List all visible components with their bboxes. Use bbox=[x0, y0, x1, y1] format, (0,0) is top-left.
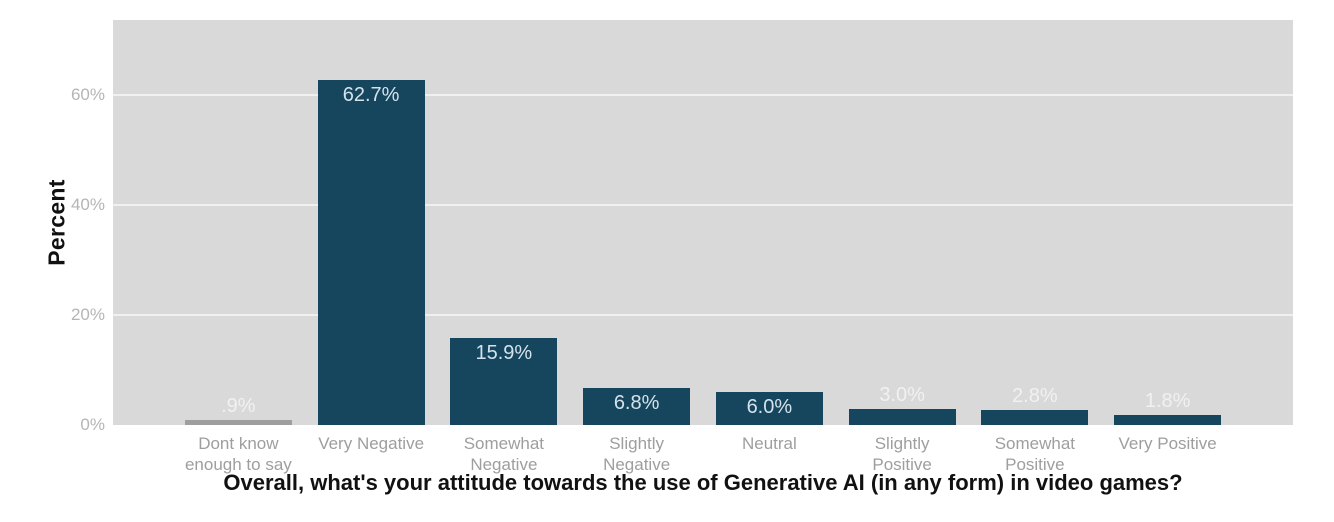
bar-5: 6.0% bbox=[715, 391, 823, 425]
category-label-1: Dont know enough to say bbox=[184, 434, 292, 475]
category-label-8: Very Positive bbox=[1118, 434, 1217, 453]
bar-band: 1.8% bbox=[1101, 20, 1234, 425]
bar-8: 1.8% bbox=[1114, 390, 1222, 425]
plot-area: .9% 62.7% 15.9% 6.8% 6.0% 3.0% 2.8% 1.8% bbox=[113, 20, 1293, 425]
bar-band: 6.8% bbox=[570, 20, 703, 425]
y-tick-label-60: 60% bbox=[70, 84, 105, 104]
category-label-5: Neutral bbox=[741, 434, 797, 453]
bar-1: .9% bbox=[184, 395, 292, 425]
bar-value-label: 1.8% bbox=[1144, 390, 1191, 413]
y-tick-label-0: 0% bbox=[80, 415, 105, 434]
bar-band: 62.7% bbox=[305, 20, 438, 425]
category-label-4: Slightly Negative bbox=[603, 434, 671, 475]
bar-value-label: 3.0% bbox=[879, 383, 925, 406]
bar-band: 2.8% bbox=[969, 20, 1102, 425]
bar-value-label: 6.8% bbox=[613, 391, 660, 414]
category-label-3: Somewhat Negative bbox=[463, 434, 545, 475]
y-tick-label-20: 20% bbox=[70, 304, 105, 324]
x-axis-title: Overall, what's your attitude towards th… bbox=[223, 470, 1183, 495]
category-label-2: Very Negative bbox=[318, 434, 425, 453]
x-category-labels: Dont know enough to say Very Negative Some… bbox=[113, 433, 1293, 476]
bar-value-label: 62.7% bbox=[342, 83, 400, 106]
bar-value-label: 6.0% bbox=[746, 395, 793, 418]
gridline-40 bbox=[113, 203, 1293, 206]
y-tick-labels: 0% 20% 40% 60% bbox=[0, 20, 105, 434]
bars: .9% 62.7% 15.9% 6.8% 6.0% 3.0% 2.8% 1.8% bbox=[113, 20, 1293, 425]
bar-value-label: 15.9% bbox=[475, 341, 533, 364]
bar-3: 15.9% bbox=[450, 337, 558, 425]
bar-value-label: .9% bbox=[221, 395, 256, 418]
gridline-20 bbox=[113, 313, 1293, 316]
gridline-60 bbox=[113, 93, 1293, 96]
category-label-6: Slightly Positive bbox=[872, 434, 932, 475]
bar-band: .9% bbox=[172, 20, 305, 425]
bar-band: 15.9% bbox=[438, 20, 571, 425]
bar-band: 3.0% bbox=[836, 20, 969, 425]
category-label-7: Somewhat Positive bbox=[994, 434, 1076, 475]
bar-2: 62.7% bbox=[317, 79, 425, 425]
bar-7: 2.8% bbox=[981, 385, 1089, 425]
bar-band: 6.0% bbox=[703, 20, 836, 425]
bar-4: 6.8% bbox=[583, 387, 691, 425]
y-tick-label-40: 40% bbox=[70, 194, 105, 214]
bar-6: 3.0% bbox=[848, 384, 956, 425]
bar-value-label: 2.8% bbox=[1012, 384, 1058, 407]
